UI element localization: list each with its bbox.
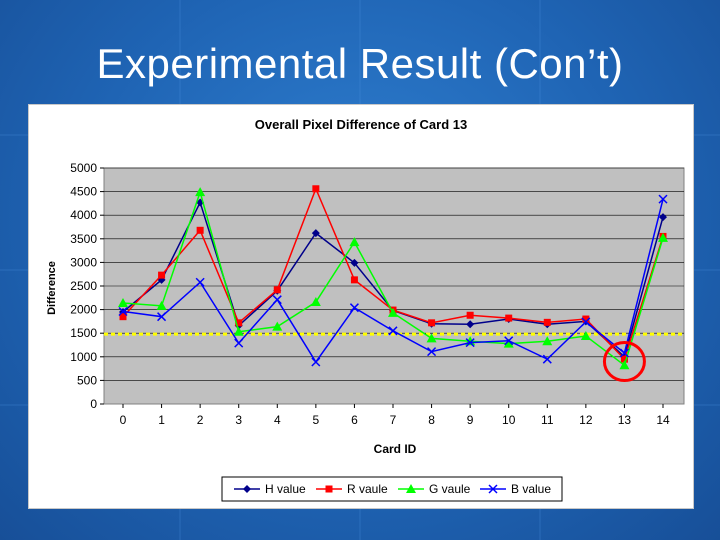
data-point [349,237,360,247]
legend-label: R vaule [347,482,388,496]
data-point [350,276,358,284]
legend-label: B value [511,482,551,496]
x-tick-label: 7 [390,413,397,427]
slide-title: Experimental Result (Con’t) [96,40,624,87]
data-point [542,354,552,364]
data-point [581,317,591,327]
x-tick-label: 11 [541,413,554,427]
series-group [118,185,668,370]
data-point [272,321,283,331]
x-tick-label: 4 [274,413,281,427]
y-tick-label: 4500 [70,185,97,199]
data-point [503,338,514,348]
x-axis-label: Card ID [374,442,417,456]
data-point [620,355,628,363]
data-point [118,297,128,307]
data-point [659,213,667,222]
x-tick-label: 2 [197,413,204,427]
data-point [488,484,498,494]
data-point [582,315,590,323]
x-tick-label: 1 [158,413,165,427]
data-point [156,300,167,310]
data-point [388,307,398,317]
data-point [542,336,553,346]
data-point [465,338,475,348]
y-tick-label: 2500 [70,279,97,293]
data-point [196,198,205,207]
x-tick-label: 10 [502,413,516,427]
y-tick-label: 3000 [70,255,97,269]
data-point [310,297,321,307]
y-tick-label: 3500 [70,232,97,246]
data-point [234,338,244,348]
data-point [543,318,551,326]
y-tick-label: 0 [90,397,97,411]
x-tick-label: 13 [618,413,632,427]
series-r-vaule [119,185,667,363]
chart-title: Overall Pixel Difference of Card 13 [255,117,467,132]
y-axis-ticks: 0 500 1000 1500 2000 2500 3000 3500 4000 4500 5000 [70,161,104,411]
data-point [426,333,437,343]
data-point [195,187,206,197]
x-tick-label: 12 [579,413,593,427]
data-point [350,258,359,267]
data-point [243,485,251,493]
y-tick-label: 4000 [70,208,97,222]
data-point [196,226,204,234]
data-point [311,229,320,238]
data-point [580,331,591,341]
data-point [466,311,474,319]
data-point [119,313,127,321]
x-tick-label: 3 [235,413,242,427]
data-point [388,326,398,336]
data-point [466,320,475,329]
data-point [658,194,668,204]
y-tick-label: 1000 [70,350,97,364]
x-tick-label: 0 [120,413,127,427]
y-tick-label: 2000 [70,303,97,317]
x-tick-label: 6 [351,413,358,427]
legend: H value R vaule G vaule B value [221,476,563,502]
x-tick-label: 14 [656,413,670,427]
data-point [325,485,333,493]
y-axis-label: Difference [46,261,58,315]
x-tick-label: 9 [467,413,474,427]
data-point [158,271,166,279]
legend-label: G vaule [429,482,471,496]
data-point [195,277,205,287]
data-point [619,360,630,370]
legend-label: H value [265,482,306,496]
chart-frame: Overall Pixel Difference of Card 13 0 500… [28,104,694,509]
data-point [312,185,320,193]
x-tick-label: 8 [428,413,435,427]
series-b-value [118,194,668,367]
data-point [272,295,282,305]
data-point [406,484,416,493]
data-point [235,319,243,327]
y-tick-label: 500 [77,373,97,387]
data-point [157,312,167,322]
data-point [505,314,513,322]
data-point [311,357,321,367]
data-point [233,326,244,336]
data-point [273,286,281,294]
data-point [427,347,437,357]
y-tick-label: 1500 [70,326,97,340]
data-point [504,336,514,346]
line-chart: Overall Pixel Difference of Card 13 0500… [46,117,685,502]
data-point [349,303,359,313]
highlight-circle [602,341,646,383]
data-point [428,319,436,327]
data-point [118,306,128,317]
y-tick-label: 5000 [70,161,97,175]
x-tick-label: 5 [313,413,320,427]
data-point [619,348,629,358]
data-point [658,232,668,242]
x-axis-ticks: 0 1 2 3 4 5 6 7 8 9 10 11 12 13 14 [120,404,670,427]
